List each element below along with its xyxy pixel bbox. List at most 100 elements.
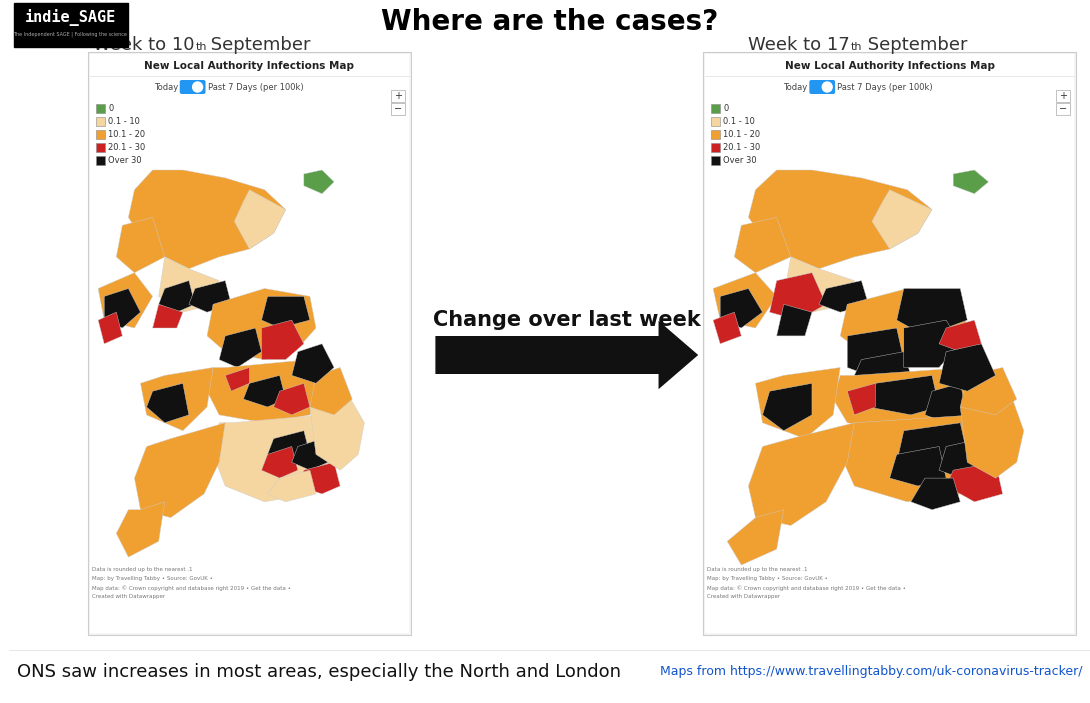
Text: Past 7 Days (per 100k): Past 7 Days (per 100k) bbox=[837, 82, 933, 91]
Polygon shape bbox=[720, 288, 763, 328]
Polygon shape bbox=[960, 368, 1017, 415]
Polygon shape bbox=[146, 383, 189, 423]
FancyArrow shape bbox=[435, 321, 699, 389]
Polygon shape bbox=[267, 470, 316, 502]
Text: Created with Datawrapper: Created with Datawrapper bbox=[707, 594, 780, 599]
Polygon shape bbox=[784, 257, 855, 312]
Bar bbox=[96, 104, 105, 113]
Bar bbox=[96, 156, 105, 165]
Polygon shape bbox=[207, 360, 322, 423]
Text: The Independent SAGE | Following the science: The Independent SAGE | Following the sci… bbox=[13, 31, 128, 37]
FancyBboxPatch shape bbox=[180, 80, 206, 94]
Text: ONS saw increases in most areas, especially the North and London: ONS saw increases in most areas, especia… bbox=[16, 663, 621, 681]
Text: indie_SAGE: indie_SAGE bbox=[25, 8, 116, 25]
Bar bbox=[90, 54, 409, 633]
Bar bbox=[711, 117, 720, 126]
Text: th: th bbox=[851, 42, 862, 52]
Polygon shape bbox=[735, 217, 790, 273]
Polygon shape bbox=[713, 273, 777, 328]
Text: Map: by Travelling Tabby • Source: GovUK •: Map: by Travelling Tabby • Source: GovUK… bbox=[707, 576, 828, 581]
Polygon shape bbox=[243, 375, 286, 407]
Polygon shape bbox=[292, 439, 328, 470]
Circle shape bbox=[822, 82, 832, 92]
Text: September: September bbox=[862, 36, 968, 54]
Polygon shape bbox=[770, 273, 826, 320]
Bar bbox=[390, 103, 404, 115]
Polygon shape bbox=[98, 273, 153, 328]
Polygon shape bbox=[262, 446, 298, 478]
Polygon shape bbox=[946, 463, 1003, 502]
Polygon shape bbox=[840, 415, 1003, 502]
Polygon shape bbox=[749, 170, 932, 269]
Polygon shape bbox=[869, 375, 940, 415]
Bar bbox=[96, 130, 105, 139]
Polygon shape bbox=[134, 423, 226, 517]
Circle shape bbox=[193, 82, 203, 92]
Text: 0.1 - 10: 0.1 - 10 bbox=[723, 117, 755, 126]
Polygon shape bbox=[207, 288, 316, 360]
Text: Week to 10: Week to 10 bbox=[93, 36, 194, 54]
Text: New Local Authority Infections Map: New Local Authority Infections Map bbox=[144, 61, 354, 71]
Text: Today: Today bbox=[784, 82, 808, 91]
Text: Week to 17: Week to 17 bbox=[748, 36, 850, 54]
Bar bbox=[96, 117, 105, 126]
Bar bbox=[1056, 90, 1070, 102]
Polygon shape bbox=[153, 304, 183, 328]
FancyBboxPatch shape bbox=[810, 80, 835, 94]
Polygon shape bbox=[897, 288, 967, 336]
Polygon shape bbox=[117, 217, 165, 273]
Polygon shape bbox=[226, 368, 250, 391]
Polygon shape bbox=[819, 280, 869, 312]
Text: 0.1 - 10: 0.1 - 10 bbox=[108, 117, 140, 126]
Polygon shape bbox=[872, 190, 932, 249]
Text: Today: Today bbox=[155, 82, 179, 91]
Bar bbox=[711, 130, 720, 139]
Polygon shape bbox=[940, 439, 989, 478]
Text: Change over last week: Change over last week bbox=[433, 310, 701, 330]
Text: 0: 0 bbox=[108, 104, 113, 113]
Polygon shape bbox=[904, 320, 960, 368]
Polygon shape bbox=[925, 383, 967, 423]
Polygon shape bbox=[141, 368, 214, 431]
Polygon shape bbox=[117, 502, 165, 557]
Text: 20.1 - 30: 20.1 - 30 bbox=[723, 143, 760, 152]
Text: Map data: © Crown copyright and database right 2019 • Get the data •: Map data: © Crown copyright and database… bbox=[93, 585, 291, 591]
Text: Past 7 Days (per 100k): Past 7 Days (per 100k) bbox=[207, 82, 303, 91]
Polygon shape bbox=[840, 288, 967, 360]
Text: 10.1 - 20: 10.1 - 20 bbox=[723, 130, 760, 139]
Text: September: September bbox=[205, 36, 311, 54]
Polygon shape bbox=[727, 510, 784, 565]
Polygon shape bbox=[940, 320, 981, 352]
Polygon shape bbox=[749, 423, 855, 526]
Polygon shape bbox=[267, 431, 310, 463]
Polygon shape bbox=[189, 280, 231, 312]
Polygon shape bbox=[777, 304, 812, 336]
Polygon shape bbox=[889, 446, 946, 486]
Polygon shape bbox=[310, 391, 364, 470]
Polygon shape bbox=[897, 423, 967, 470]
Polygon shape bbox=[129, 170, 286, 269]
Polygon shape bbox=[755, 368, 840, 439]
Polygon shape bbox=[262, 320, 304, 360]
Polygon shape bbox=[847, 383, 875, 415]
Polygon shape bbox=[713, 312, 741, 344]
Polygon shape bbox=[960, 391, 1024, 478]
Bar bbox=[711, 156, 720, 165]
Text: −: − bbox=[393, 104, 402, 114]
Polygon shape bbox=[214, 415, 340, 502]
Polygon shape bbox=[940, 344, 995, 391]
Text: 20.1 - 30: 20.1 - 30 bbox=[108, 143, 145, 152]
Polygon shape bbox=[953, 170, 989, 194]
Polygon shape bbox=[855, 352, 911, 383]
Polygon shape bbox=[310, 368, 352, 415]
Polygon shape bbox=[298, 463, 340, 494]
Polygon shape bbox=[833, 368, 981, 431]
Polygon shape bbox=[274, 383, 310, 415]
Text: Over 30: Over 30 bbox=[723, 156, 756, 165]
Polygon shape bbox=[847, 328, 904, 375]
Polygon shape bbox=[98, 312, 122, 344]
Text: +: + bbox=[1059, 91, 1067, 101]
Polygon shape bbox=[159, 257, 219, 312]
Polygon shape bbox=[159, 280, 195, 312]
Polygon shape bbox=[304, 170, 335, 194]
